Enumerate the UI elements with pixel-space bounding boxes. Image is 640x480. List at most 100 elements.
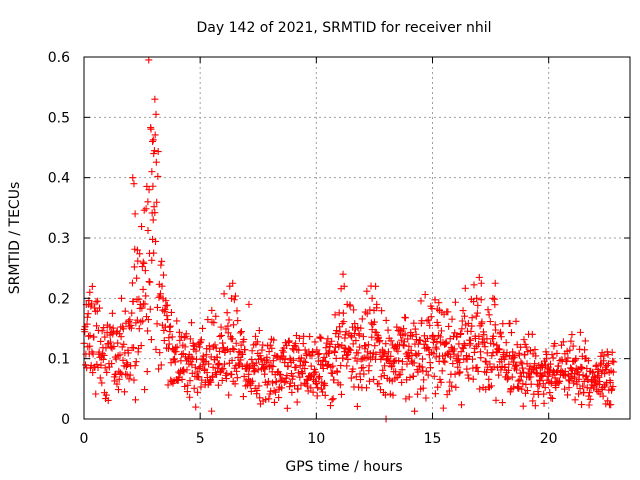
data-point	[458, 325, 466, 333]
data-point	[346, 302, 354, 310]
data-point	[403, 360, 411, 368]
data-point	[457, 330, 465, 338]
chart-title: Day 142 of 2021, SRMTID for receiver nhi…	[197, 20, 492, 36]
data-point	[422, 394, 430, 402]
data-point	[311, 338, 319, 346]
x-axis-label: GPS time / hours	[285, 459, 402, 475]
data-point	[387, 337, 395, 345]
data-point	[186, 377, 194, 385]
data-point	[461, 312, 469, 320]
data-point	[484, 306, 492, 314]
y-tick-label: 0.4	[48, 171, 70, 187]
data-point	[563, 357, 571, 365]
data-point	[465, 374, 473, 382]
data-point	[96, 304, 104, 312]
data-point	[379, 366, 387, 374]
data-point	[130, 376, 138, 384]
data-point	[437, 378, 445, 386]
data-point	[440, 357, 448, 365]
data-point	[382, 316, 390, 324]
data-point	[495, 371, 503, 379]
data-point	[269, 379, 277, 387]
data-point	[322, 357, 330, 365]
data-point	[573, 380, 581, 388]
data-point	[492, 326, 500, 334]
data-point	[113, 380, 121, 388]
data-point	[313, 392, 321, 400]
data-point	[389, 391, 397, 399]
data-point	[171, 358, 179, 366]
data-point	[144, 226, 152, 234]
data-point	[277, 377, 285, 385]
data-point	[106, 323, 114, 331]
data-point	[430, 372, 438, 380]
data-point	[195, 373, 203, 381]
data-points	[80, 56, 618, 423]
data-point	[255, 382, 263, 390]
data-point	[447, 343, 455, 351]
data-point	[375, 380, 383, 388]
data-point	[508, 373, 516, 381]
data-point	[436, 375, 444, 383]
y-tick-label: 0.6	[48, 50, 70, 66]
data-point	[117, 294, 125, 302]
y-tick-label: 0	[61, 412, 70, 428]
data-point	[515, 384, 523, 392]
data-point	[270, 336, 278, 344]
data-point	[86, 332, 94, 340]
data-point	[198, 376, 206, 384]
data-point	[531, 402, 539, 410]
data-point	[139, 258, 147, 266]
data-point	[215, 359, 223, 367]
data-point	[131, 396, 139, 404]
data-point	[414, 390, 422, 398]
data-point	[175, 328, 183, 336]
data-point	[301, 365, 309, 373]
data-point	[219, 339, 227, 347]
data-point	[575, 390, 583, 398]
data-point	[473, 294, 481, 302]
data-point	[248, 356, 256, 364]
data-point	[164, 381, 172, 389]
data-point	[151, 209, 159, 217]
data-point	[419, 384, 427, 392]
data-point	[250, 368, 258, 376]
data-point	[97, 361, 105, 369]
data-point	[146, 278, 154, 286]
data-point	[234, 317, 242, 325]
data-point	[539, 362, 547, 370]
data-point	[149, 216, 157, 224]
data-point	[474, 367, 482, 375]
data-point	[336, 328, 344, 336]
data-point	[368, 333, 376, 341]
data-point	[131, 362, 139, 370]
data-point	[601, 370, 609, 378]
data-point	[357, 324, 365, 332]
data-point	[252, 359, 260, 367]
data-point	[197, 336, 205, 344]
data-point	[122, 370, 130, 378]
data-point	[337, 362, 345, 370]
data-point	[152, 110, 160, 118]
data-point	[188, 319, 196, 327]
data-point	[278, 384, 286, 392]
data-point	[138, 263, 146, 271]
data-point	[218, 377, 226, 385]
data-point	[320, 353, 328, 361]
data-point	[146, 305, 154, 313]
data-point	[208, 407, 216, 415]
data-point	[256, 394, 264, 402]
data-point	[256, 352, 264, 360]
data-point	[132, 358, 140, 366]
data-point	[98, 379, 106, 387]
data-point	[336, 381, 344, 389]
data-point	[327, 402, 335, 410]
data-point	[258, 360, 266, 368]
data-point	[92, 390, 100, 398]
data-point	[392, 368, 400, 376]
data-point	[253, 338, 261, 346]
data-point	[294, 385, 302, 393]
data-point	[214, 381, 222, 389]
data-point	[529, 397, 537, 405]
data-point	[370, 375, 378, 383]
